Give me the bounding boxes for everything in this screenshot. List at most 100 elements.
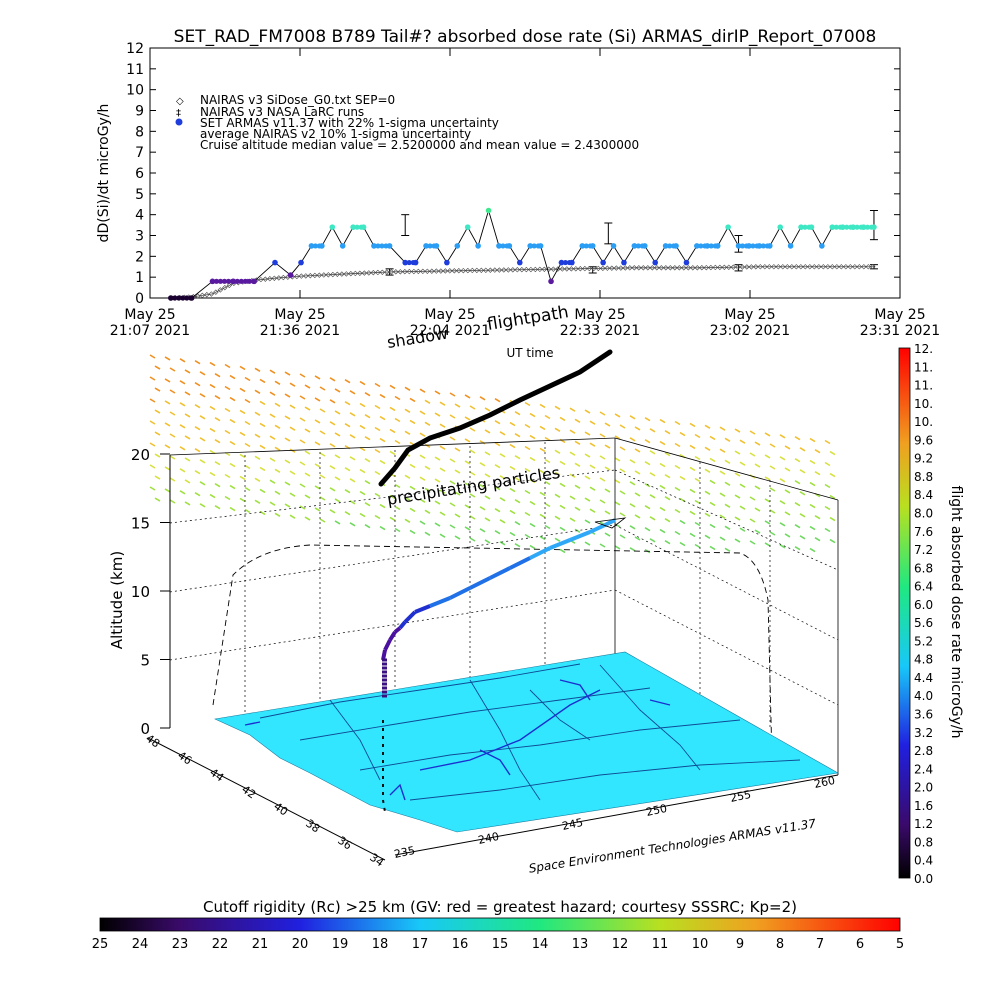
top-plot-frame: [149, 47, 901, 299]
altitude-tick-label: 10: [131, 583, 150, 601]
particle-mark: [404, 430, 411, 435]
particle-mark: [689, 466, 696, 472]
particle-mark: [679, 519, 686, 525]
particle-mark: [769, 487, 776, 492]
nairas-point: [703, 264, 710, 271]
nairas-point: [600, 265, 606, 272]
armas-point: [246, 278, 252, 284]
particle-mark: [164, 488, 171, 493]
particle-mark: [404, 496, 411, 501]
longitude-tick-label: 250: [645, 802, 668, 819]
particle-mark: [484, 407, 491, 412]
nairas-point: [447, 268, 453, 274]
top-y-tick-label: 4: [135, 208, 144, 224]
dose-rate-colorbar-fill: [898, 347, 911, 879]
particle-mark: [154, 387, 161, 392]
particle-mark: [734, 450, 741, 455]
cutoff-rigidity-tick-label: 15: [492, 937, 509, 952]
nairas-point: [586, 265, 593, 272]
particle-mark: [284, 393, 291, 398]
armas-point: [188, 295, 195, 301]
particle-mark: [214, 373, 221, 378]
particle-mark: [614, 479, 621, 484]
particle-mark: [659, 528, 666, 534]
particle-mark: [494, 464, 501, 469]
dose-rate-tick-label: 6.8: [914, 561, 933, 575]
particle-mark: [499, 453, 506, 458]
particle-mark: [499, 497, 506, 502]
particle-mark: [629, 415, 636, 420]
particle-mark: [769, 509, 776, 514]
particle-mark: [484, 451, 491, 456]
particle-mark: [314, 419, 321, 424]
armas-point: [339, 243, 346, 249]
nairas-point: [802, 264, 809, 270]
top-x-tick-date: May 25: [874, 307, 925, 323]
particle-mark: [224, 407, 231, 413]
particle-mark: [739, 461, 746, 466]
nairas-point: [798, 264, 804, 270]
particle-mark: [764, 454, 771, 459]
particle-mark: [304, 494, 311, 499]
latitude-tick-label: 42: [239, 783, 258, 802]
particle-mark: [284, 503, 291, 508]
nairas-point: [402, 268, 408, 275]
cutoff-rigidity-tick-label: 21: [252, 937, 269, 952]
particle-mark: [494, 530, 501, 535]
particle-mark: [614, 457, 621, 462]
particle-mark: [439, 467, 446, 472]
particle-mark: [179, 424, 186, 429]
particle-mark: [529, 456, 536, 462]
particle-mark: [514, 543, 521, 548]
particle-mark: [469, 537, 476, 542]
armas-point: [610, 243, 617, 249]
nairas-point: [213, 289, 219, 295]
particle-mark: [674, 420, 681, 426]
armas-point: [667, 243, 673, 249]
particle-mark: [664, 452, 671, 457]
particle-mark: [289, 470, 296, 475]
cutoff-rigidity-tick-label: 6: [856, 937, 864, 952]
particle-mark: [529, 478, 536, 484]
nairas-point: [676, 265, 683, 271]
armas-point: [272, 259, 278, 266]
particle-mark: [254, 411, 261, 416]
particle-mark: [379, 415, 386, 421]
annotation-precipitating-particles: precipitating particles: [386, 463, 562, 509]
nairas-point: [217, 287, 224, 293]
dose-rate-tick-label: 5.2: [914, 634, 933, 648]
top-x-tick-time: 23:02 2021: [710, 323, 790, 339]
particle-mark: [199, 393, 206, 398]
map-water-features: [244, 679, 671, 801]
particle-mark: [439, 423, 446, 428]
particle-mark: [604, 510, 611, 515]
particle-mark: [259, 444, 266, 450]
particle-mark: [149, 486, 156, 491]
top-x-tick-date: May 25: [574, 307, 625, 323]
particle-mark: [149, 398, 156, 403]
particle-mark: [674, 486, 681, 492]
top-x-tick-date: May 25: [274, 307, 325, 323]
particle-mark: [824, 461, 831, 467]
particle-mark: [229, 440, 236, 446]
particle-mark: [709, 457, 716, 463]
armas-point: [238, 278, 244, 284]
particle-mark: [529, 500, 536, 506]
particle-mark: [659, 484, 666, 490]
particle-mark: [254, 455, 261, 460]
particle-mark: [649, 516, 656, 521]
particle-mark: [454, 491, 461, 496]
particle-mark: [209, 471, 216, 477]
nairas-point: [789, 264, 795, 270]
armas-point: [371, 243, 377, 249]
top-legend: ◇ ‡ NAIRAS v3 SiDose_G0.txt SEP=0 NAIRAS…: [175, 93, 639, 152]
particle-mark: [149, 354, 156, 359]
particle-mark: [319, 518, 326, 523]
dose-rate-tick-label: 9.2: [914, 452, 933, 466]
dose-rate-tick-label: 7.2: [914, 543, 933, 557]
nairas-point: [649, 265, 656, 271]
particle-mark: [349, 434, 356, 439]
particle-mark: [694, 543, 701, 549]
particle-mark: [254, 433, 261, 438]
particle-mark: [629, 437, 636, 442]
